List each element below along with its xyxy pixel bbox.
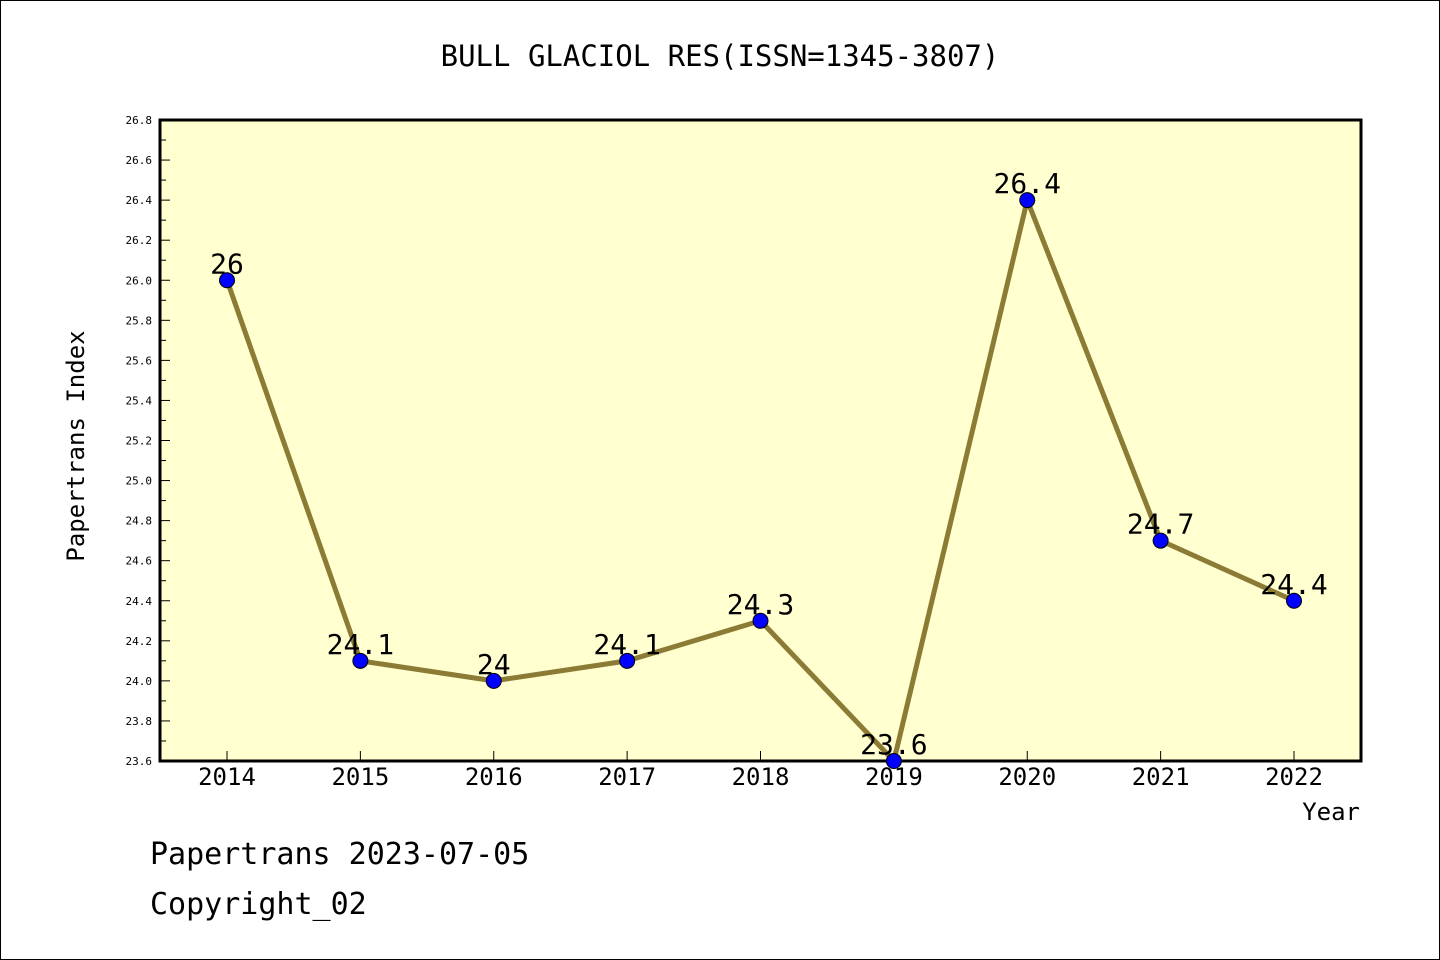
data-label: 24.1 [593,628,660,661]
y-tick-label: 25.6 [126,354,153,367]
footer-copyright: Copyright_02 [150,887,367,922]
x-axis: 2014 2015 2016 2017 2018 2019 2020 2021 2022 [198,751,1323,791]
data-point [1286,592,1302,609]
data-point [752,612,769,629]
data-label: 24.7 [1127,508,1194,541]
data-label: 24 [477,648,511,681]
y-tick-label: 23.6 [126,755,153,768]
plot-area [158,118,1363,763]
y-tick-label: 26.2 [126,234,153,247]
y-tick-label: 24.4 [126,595,153,608]
data-point [885,753,902,769]
x-tick-label: 2015 [331,763,389,791]
y-tick-label: 25.0 [126,475,153,488]
x-tick-label: 2022 [1265,763,1323,791]
data-point [352,652,369,669]
y-tick-label: 26.6 [126,154,153,167]
data-label: 24.4 [1260,568,1327,601]
x-tick-label: 2018 [732,763,790,791]
data-point [619,652,636,669]
y-tick-label: 24.2 [126,635,153,648]
data-points [219,192,1302,769]
y-tick-label: 25.2 [126,435,153,448]
y-tick-label: 23.8 [126,715,153,728]
x-tick-label: 2020 [998,763,1056,791]
chart-title: BULL GLACIOL RES(ISSN=1345-3807) [441,39,1000,73]
data-label: 24.3 [727,588,794,621]
x-axis-label: Year [1302,798,1360,826]
data-label: 24.1 [327,628,394,661]
y-tick-label: 26.0 [126,274,153,287]
y-tick-label: 24.6 [126,555,153,568]
y-axis: 23.6 23.8 24.0 24.2 24.4 24.6 24.8 25.0 25.2 25.4… [126,114,170,768]
y-tick-label: 25.4 [126,394,153,407]
data-labels: 26 24.1 24 24.1 24.3 23.6 26.4 24.7 24.4 [210,167,1328,761]
data-point [1152,532,1169,549]
y-axis-label: Papertrans Index [62,330,90,561]
data-point [219,272,235,289]
x-tick-label: 2021 [1132,763,1190,791]
footer-date: Papertrans 2023-07-05 [150,837,529,872]
y-tick-label: 25.8 [126,314,153,327]
x-tick-label: 2014 [198,763,256,791]
data-point [1019,192,1036,209]
y-tick-label: 26.8 [126,114,153,127]
y-tick-label: 26.4 [126,194,153,207]
data-label: 26.4 [994,167,1061,200]
data-label: 26 [210,247,244,280]
x-tick-label: 2017 [598,763,656,791]
y-tick-label: 24.0 [126,675,153,688]
x-tick-label: 2016 [465,763,523,791]
y-tick-label: 24.8 [126,515,153,528]
data-label: 23.6 [860,728,927,761]
data-point [485,672,502,689]
